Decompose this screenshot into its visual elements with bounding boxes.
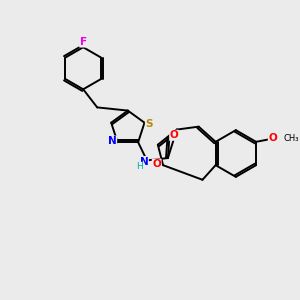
Text: O: O xyxy=(268,133,277,143)
Text: F: F xyxy=(80,37,87,47)
Text: S: S xyxy=(146,119,153,129)
Text: O: O xyxy=(170,130,178,140)
Text: O: O xyxy=(152,159,161,169)
Text: CH₃: CH₃ xyxy=(284,134,299,143)
Text: N: N xyxy=(108,136,117,146)
Text: H: H xyxy=(136,162,143,171)
Text: N: N xyxy=(140,157,148,166)
